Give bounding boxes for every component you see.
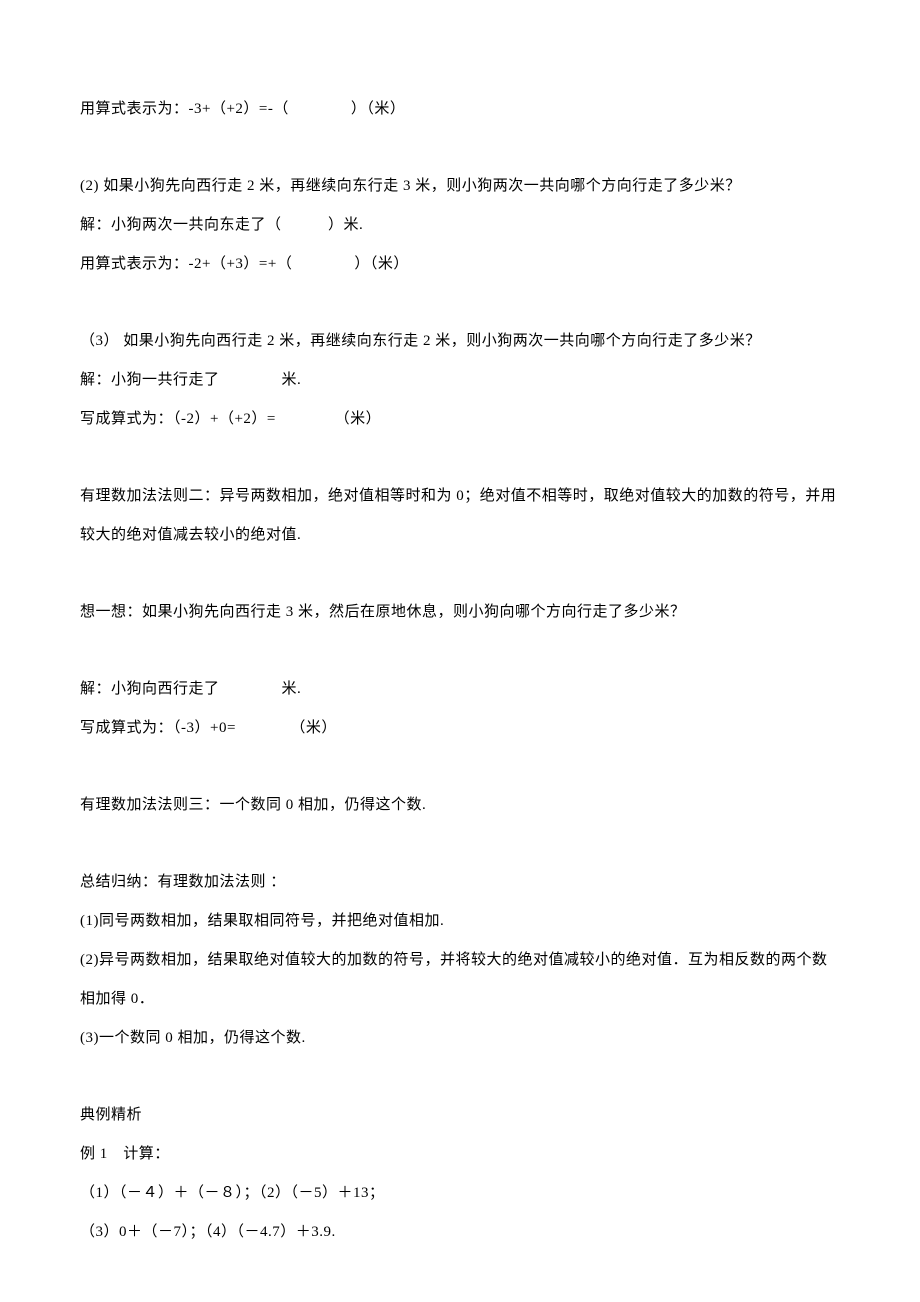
rule-3: 有理数加法法则三：一个数同 0 相加，仍得这个数. [80, 786, 840, 825]
spacer [80, 825, 840, 863]
equation-line: 用算式表示为：-3+（+2）=-（ ）（米） [80, 90, 840, 129]
spacer [80, 284, 840, 322]
problem-2-solution: 解：小狗两次一共向东走了（ ）米. [80, 206, 840, 245]
summary-title: 总结归纳：有理数加法法则 ： [80, 863, 840, 902]
summary-rule-2: (2)异号两数相加，结果取绝对值较大的加数的符号，并将较大的绝对值减较小的绝对值… [80, 941, 840, 1019]
spacer [80, 129, 840, 167]
rule-2: 有理数加法法则二：异号两数相加，绝对值相等时和为 0；绝对值不相等时，取绝对值较… [80, 477, 840, 555]
think-solution: 解：小狗向西行走了 米. [80, 670, 840, 709]
spacer [80, 555, 840, 593]
problem-3-equation: 写成算式为：（-2）+（+2）= （米） [80, 400, 840, 439]
example-1-line-1: （1）（－４）＋（－８）；（2）（－5）＋13； [80, 1174, 840, 1213]
summary-rule-1: (1)同号两数相加，结果取相同符号，并把绝对值相加. [80, 902, 840, 941]
think-prompt: 想一想：如果小狗先向西行走 3 米，然后在原地休息，则小狗向哪个方向行走了多少米… [80, 593, 840, 632]
spacer [80, 748, 840, 786]
spacer [80, 439, 840, 477]
summary-rule-3: (3)一个数同 0 相加，仍得这个数. [80, 1019, 840, 1058]
problem-3-solution: 解：小狗一共行走了 米. [80, 361, 840, 400]
examples-heading: 典例精析 [80, 1096, 840, 1135]
spacer [80, 1058, 840, 1096]
think-equation: 写成算式为：（-3）+0= （米） [80, 709, 840, 748]
example-1-title: 例 1 计算： [80, 1135, 840, 1174]
problem-2-question: (2) 如果小狗先向西行走 2 米，再继续向东行走 3 米，则小狗两次一共向哪个… [80, 167, 840, 206]
problem-2-equation: 用算式表示为：-2+（+3）=+（ ）（米） [80, 245, 840, 284]
example-1-line-2: （3）0＋（－7）；（4）（－4.7）＋3.9. [80, 1213, 840, 1252]
document-content: 用算式表示为：-3+（+2）=-（ ）（米） (2) 如果小狗先向西行走 2 米… [80, 90, 840, 1252]
problem-3-question: （3） 如果小狗先向西行走 2 米，再继续向东行走 2 米，则小狗两次一共向哪个… [80, 322, 840, 361]
spacer [80, 632, 840, 670]
